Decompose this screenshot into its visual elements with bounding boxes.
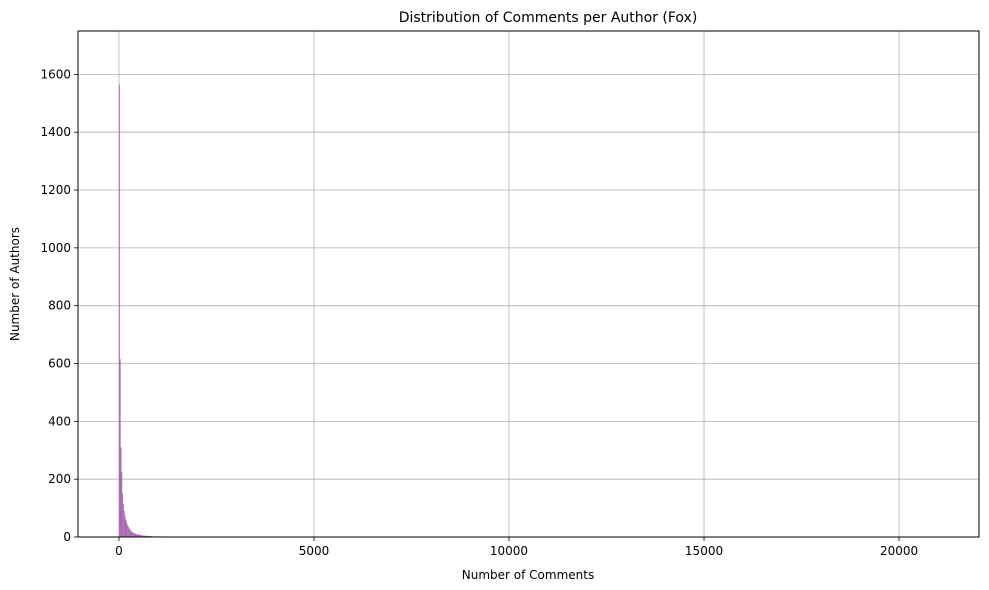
- histogram-bar: [123, 503, 124, 537]
- histogram-bar: [128, 528, 130, 537]
- y-tick-label: 1400: [40, 125, 71, 139]
- y-tick-label: 600: [48, 357, 71, 371]
- histogram-bar: [119, 359, 121, 537]
- histogram-bar: [140, 534, 142, 537]
- y-axis-label: Number of Authors: [8, 227, 22, 341]
- plot-frame: [77, 30, 980, 538]
- histogram-bars: [118, 84, 312, 538]
- histogram-bar: [133, 533, 135, 537]
- histogram-bar: [120, 447, 122, 537]
- histogram-bar: [125, 519, 127, 537]
- histogram-bar: [137, 534, 139, 537]
- histogram-bar: [129, 529, 131, 537]
- histogram-bar: [121, 471, 123, 537]
- histogram-bar: [146, 535, 148, 537]
- y-tick-label: 400: [48, 414, 71, 428]
- histogram-bar: [124, 516, 126, 537]
- x-tick-label: 5000: [299, 544, 330, 558]
- histogram-bar: [147, 535, 149, 537]
- x-tick-label: 10000: [490, 544, 528, 558]
- y-tick-label: 1000: [40, 241, 71, 255]
- axis-ticks: 0 5000 10000 15000 20000 0 200 400 600 800 1000 120…: [40, 67, 918, 558]
- histogram-bar: [132, 532, 134, 537]
- x-tick-label: 15000: [685, 544, 723, 558]
- histogram-bar: [132, 532, 133, 537]
- histogram-bar: [136, 534, 137, 537]
- x-tick-label: 0: [115, 544, 123, 558]
- histogram-bar: [130, 530, 132, 537]
- histogram-bar: [138, 534, 140, 537]
- y-tick-label: 1600: [40, 67, 71, 81]
- y-tick-label: 0: [63, 530, 71, 544]
- histogram-bar: [142, 535, 144, 537]
- histogram-bar: [135, 533, 137, 537]
- y-tick-label: 800: [48, 299, 71, 313]
- histogram-bar: [122, 493, 124, 537]
- y-tick-label: 1200: [40, 183, 71, 197]
- histogram-bar: [141, 535, 142, 537]
- histogram-bar: [127, 526, 129, 537]
- histogram-bar: [123, 510, 125, 537]
- x-tick-label: 20000: [880, 544, 918, 558]
- histogram-bar: [144, 535, 146, 537]
- histogram-bar: [139, 534, 141, 537]
- chart-title: Distribution of Comments per Author (Fox…: [399, 10, 698, 26]
- histogram-bar: [145, 535, 147, 537]
- histogram-bar: [136, 534, 138, 537]
- histogram-bar: [127, 524, 128, 537]
- histogram-bar: [134, 533, 136, 537]
- grid-lines: [78, 31, 979, 538]
- histogram-bar: [131, 531, 133, 537]
- y-tick-label: 200: [48, 472, 71, 486]
- histogram-bar: [143, 535, 145, 537]
- histogram-bar: [141, 535, 143, 537]
- histogram-bar: [145, 535, 146, 537]
- histogram-bar: [126, 522, 128, 537]
- histogram-bar: [118, 84, 120, 538]
- x-axis-label: Number of Comments: [462, 568, 594, 582]
